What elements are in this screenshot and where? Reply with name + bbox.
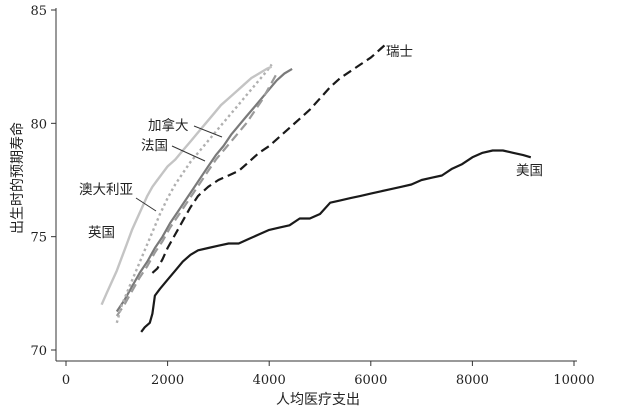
y-tick-label: 80 (30, 117, 47, 132)
x-tick-label: 0 (62, 373, 70, 388)
plot-lines (100, 43, 532, 333)
leader-line-australia (135, 197, 157, 212)
ticks: 0 2000 4000 6000 8000 10000 70 75 80 85 (30, 4, 594, 388)
series-label-switzerland: 瑞士 (386, 44, 413, 60)
series-line-switzerland (151, 43, 387, 274)
x-tick-label: 4000 (253, 373, 286, 388)
series-line-france (115, 72, 278, 317)
series-label-australia: 澳大利亚 (79, 182, 133, 198)
series-label-france: 法国 (141, 138, 168, 154)
series-label-canada: 加拿大 (148, 117, 189, 134)
series-line-canada (115, 67, 293, 313)
series-line-uk (100, 65, 273, 306)
axes (55, 8, 577, 362)
series-line-usa (140, 149, 532, 333)
series-label-usa: 美国 (516, 163, 543, 179)
series-label-uk: 英国 (88, 224, 115, 241)
y-axis-title: 出生时的预期寿命 (9, 122, 26, 234)
x-tick-label: 6000 (354, 373, 387, 388)
y-tick-label: 85 (30, 4, 47, 19)
y-tick-label: 75 (30, 231, 47, 246)
series-line-australia (115, 63, 273, 324)
leader-line-france (171, 145, 206, 162)
x-tick-label: 10000 (553, 373, 594, 388)
x-tick-label: 2000 (151, 373, 184, 388)
y-tick-label: 70 (30, 344, 47, 359)
x-axis-title: 人均医疗支出 (276, 392, 360, 408)
leader-line-canada (193, 125, 223, 138)
x-tick-label: 8000 (456, 373, 489, 388)
